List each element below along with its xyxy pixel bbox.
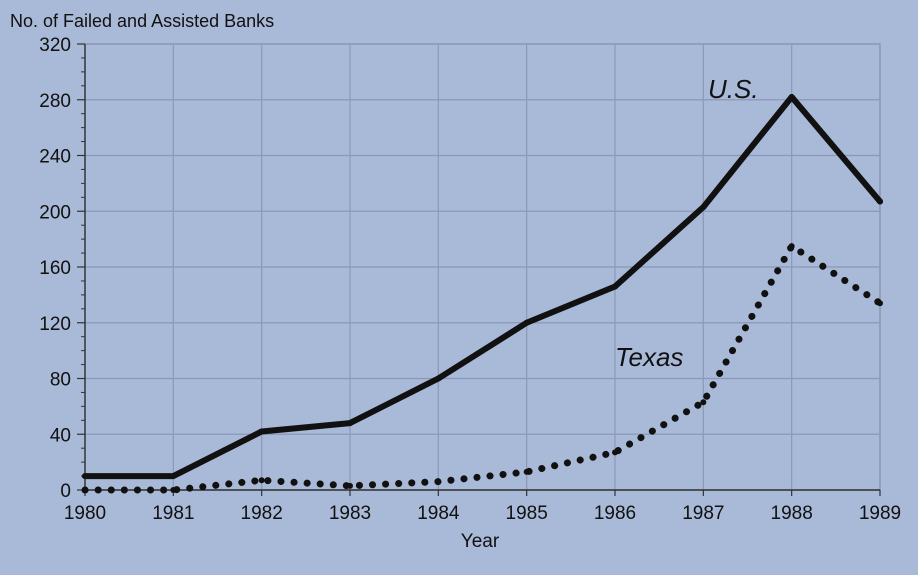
series-line-texas <box>81 242 884 494</box>
y-tick-label: 280 <box>39 91 71 112</box>
data-point-texas <box>877 300 883 307</box>
x-tick-label: 1986 <box>594 503 636 524</box>
data-point-us <box>435 375 442 382</box>
y-tick-label: 240 <box>39 147 71 168</box>
data-point-texas <box>82 487 88 493</box>
data-point-us <box>788 93 795 100</box>
data-point-texas <box>700 399 707 406</box>
x-tick-label: 1985 <box>506 503 548 524</box>
data-point-texas <box>523 468 530 475</box>
series-group <box>81 93 884 494</box>
x-tick-label: 1987 <box>682 503 724 524</box>
y-tick-label: 0 <box>60 481 71 502</box>
data-point-us <box>347 420 353 427</box>
data-point-us <box>612 283 618 290</box>
y-tick-label: 120 <box>39 314 71 335</box>
data-point-texas <box>435 478 442 485</box>
x-tick-label: 1980 <box>64 503 106 524</box>
data-point-us <box>877 198 883 205</box>
x-tick-label: 1989 <box>859 503 901 524</box>
x-tick-label: 1984 <box>417 503 460 524</box>
data-point-texas <box>258 477 265 484</box>
y-tick-label: 160 <box>39 258 71 279</box>
x-tick-label: 1981 <box>152 503 194 524</box>
y-tick-label: 40 <box>50 425 71 446</box>
legend-label-texas: Texas <box>615 342 683 372</box>
data-point-texas <box>170 487 177 493</box>
data-point-us <box>82 473 88 480</box>
x-tick-label: 1982 <box>241 503 283 524</box>
x-tick-label: 1983 <box>329 503 371 524</box>
data-point-texas <box>612 449 618 456</box>
data-point-texas <box>788 243 795 250</box>
axes: 0 40 80 120 160 200 240 280 320 1980 1981 1982 1983 1… <box>39 35 901 524</box>
x-tick-label: 1988 <box>771 503 813 524</box>
y-tick-label: 200 <box>39 202 71 223</box>
data-point-us <box>523 319 530 326</box>
x-axis-label: Year <box>461 531 500 552</box>
y-axis-label: No. of Failed and Assisted Banks <box>10 11 274 31</box>
series-line-us <box>82 93 883 480</box>
data-point-us <box>700 204 707 211</box>
data-point-us <box>170 473 177 480</box>
y-tick-label: 80 <box>50 370 71 391</box>
y-tick-label: 320 <box>39 35 71 56</box>
legend-label-us: U.S. <box>708 74 759 104</box>
data-point-us <box>258 428 265 435</box>
data-point-texas <box>347 482 353 489</box>
